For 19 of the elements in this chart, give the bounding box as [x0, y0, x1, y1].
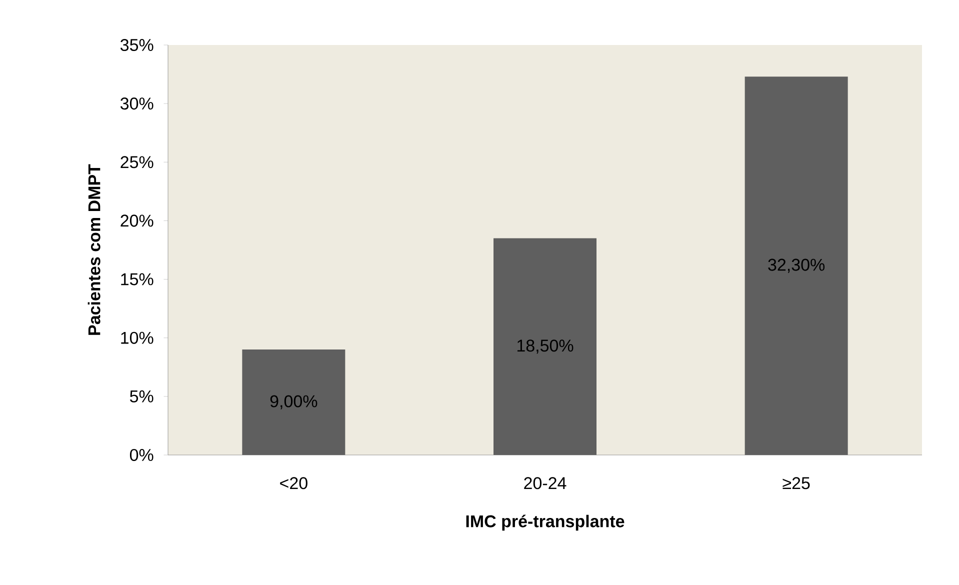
x-axis-title: IMC pré-transplante: [466, 514, 624, 531]
x-tick-label: <20: [280, 477, 308, 490]
y-tick-label: 10%: [121, 332, 154, 344]
bar: [494, 238, 596, 455]
bar: [242, 350, 346, 455]
x-tick-label: 20-24: [524, 477, 566, 490]
y-tick-label: 35%: [120, 38, 154, 52]
y-tick-label: 25%: [120, 156, 154, 168]
y-tick-label: 20%: [120, 214, 154, 227]
x-tick-label: ≥25: [782, 477, 810, 490]
y-axis-title: Pacientes com DMPT: [88, 164, 100, 335]
data-label: 9,00%: [270, 395, 318, 410]
bar: [744, 76, 848, 455]
y-tick-label: 30%: [120, 98, 154, 110]
data-label: 32,30%: [768, 258, 825, 273]
y-tick-label: 15%: [121, 273, 154, 286]
y-tick-label: 0%: [130, 448, 154, 462]
data-label: 18,50%: [517, 340, 574, 354]
y-tick-label: 5%: [130, 390, 154, 402]
